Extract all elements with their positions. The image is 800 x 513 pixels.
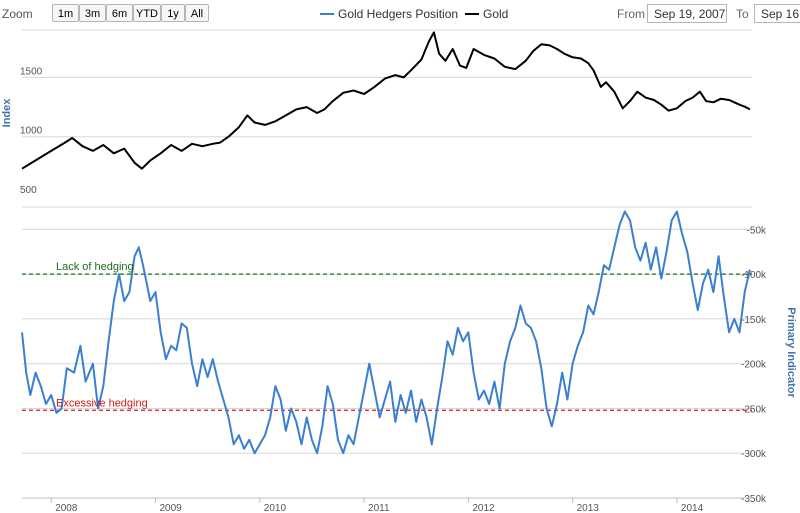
lack-of-hedging-label: Lack of hedging xyxy=(56,261,134,273)
zoom-label: Zoom xyxy=(2,7,33,21)
x-tick-label: 2011 xyxy=(368,503,390,513)
zoom-1m-button[interactable]: 1m xyxy=(52,4,79,22)
x-axis: 2008 2009 2010 2011 2012 2013 2014 xyxy=(22,497,752,513)
legend-swatch-hedgers xyxy=(320,12,334,15)
zoom-6m-button[interactable]: 6m xyxy=(106,4,133,22)
gold-series-line[interactable] xyxy=(21,31,751,170)
x-tick-label: 2014 xyxy=(681,503,704,513)
hedgers-series-line[interactable] xyxy=(21,210,751,455)
legend-label-hedgers: Gold Hedgers Position xyxy=(338,7,459,21)
zoom-3m-button[interactable]: 3m xyxy=(79,4,106,22)
gold-y-tick-label: 500 xyxy=(20,185,37,196)
hedgers-y-tick-label: -300k xyxy=(741,449,767,460)
x-tick-label: 2010 xyxy=(264,503,287,513)
legend-item-gold[interactable]: Gold xyxy=(465,7,508,21)
zoom-ytd-button[interactable]: YTD xyxy=(133,4,161,22)
from-date-input[interactable]: Sep 19, 2007 xyxy=(647,4,727,23)
x-tick-label: 2009 xyxy=(159,503,182,513)
x-tick-label: 2013 xyxy=(577,503,600,513)
gold-y-tick-label: 1000 xyxy=(20,126,43,137)
hedgers-y-tick-label: -250k xyxy=(741,404,767,415)
hedgers-y-tick-label: -200k xyxy=(741,360,767,371)
hedgers-y-axis-title: Primary Indicator xyxy=(785,307,797,398)
gold-price-pane: 500 1000 1500 Index xyxy=(1,29,752,196)
toolbar: Zoom 1m 3m 6m YTD 1y All Gold Hedgers Po… xyxy=(0,3,800,25)
hedgers-y-tick-label: -50k xyxy=(747,225,767,236)
zoom-1y-button[interactable]: 1y xyxy=(161,4,185,22)
from-label: From xyxy=(617,7,645,21)
gold-y-tick-label: 1500 xyxy=(20,66,43,77)
hedgers-y-tick-label: -150k xyxy=(741,315,767,326)
x-tick-label: 2012 xyxy=(472,503,495,513)
to-date-input[interactable]: Sep 16, xyxy=(754,4,800,23)
x-tick-label: 2008 xyxy=(55,503,78,513)
legend-label-gold: Gold xyxy=(483,7,509,21)
hedgers-position-pane: -50k -100k -150k -200k -250k -300k -350k Primar… xyxy=(21,206,797,505)
legend-item-hedgers[interactable]: Gold Hedgers Position xyxy=(320,7,458,21)
hedgers-y-tick-label: -350k xyxy=(741,494,767,505)
to-label: To xyxy=(736,7,749,21)
excessive-hedging-label: Excessive hedging xyxy=(56,397,148,409)
gold-y-axis-title: Index xyxy=(1,98,13,128)
hedgers-y-tick-label: -100k xyxy=(741,270,767,281)
legend-swatch-gold xyxy=(465,12,479,15)
zoom-all-button[interactable]: All xyxy=(185,4,209,22)
